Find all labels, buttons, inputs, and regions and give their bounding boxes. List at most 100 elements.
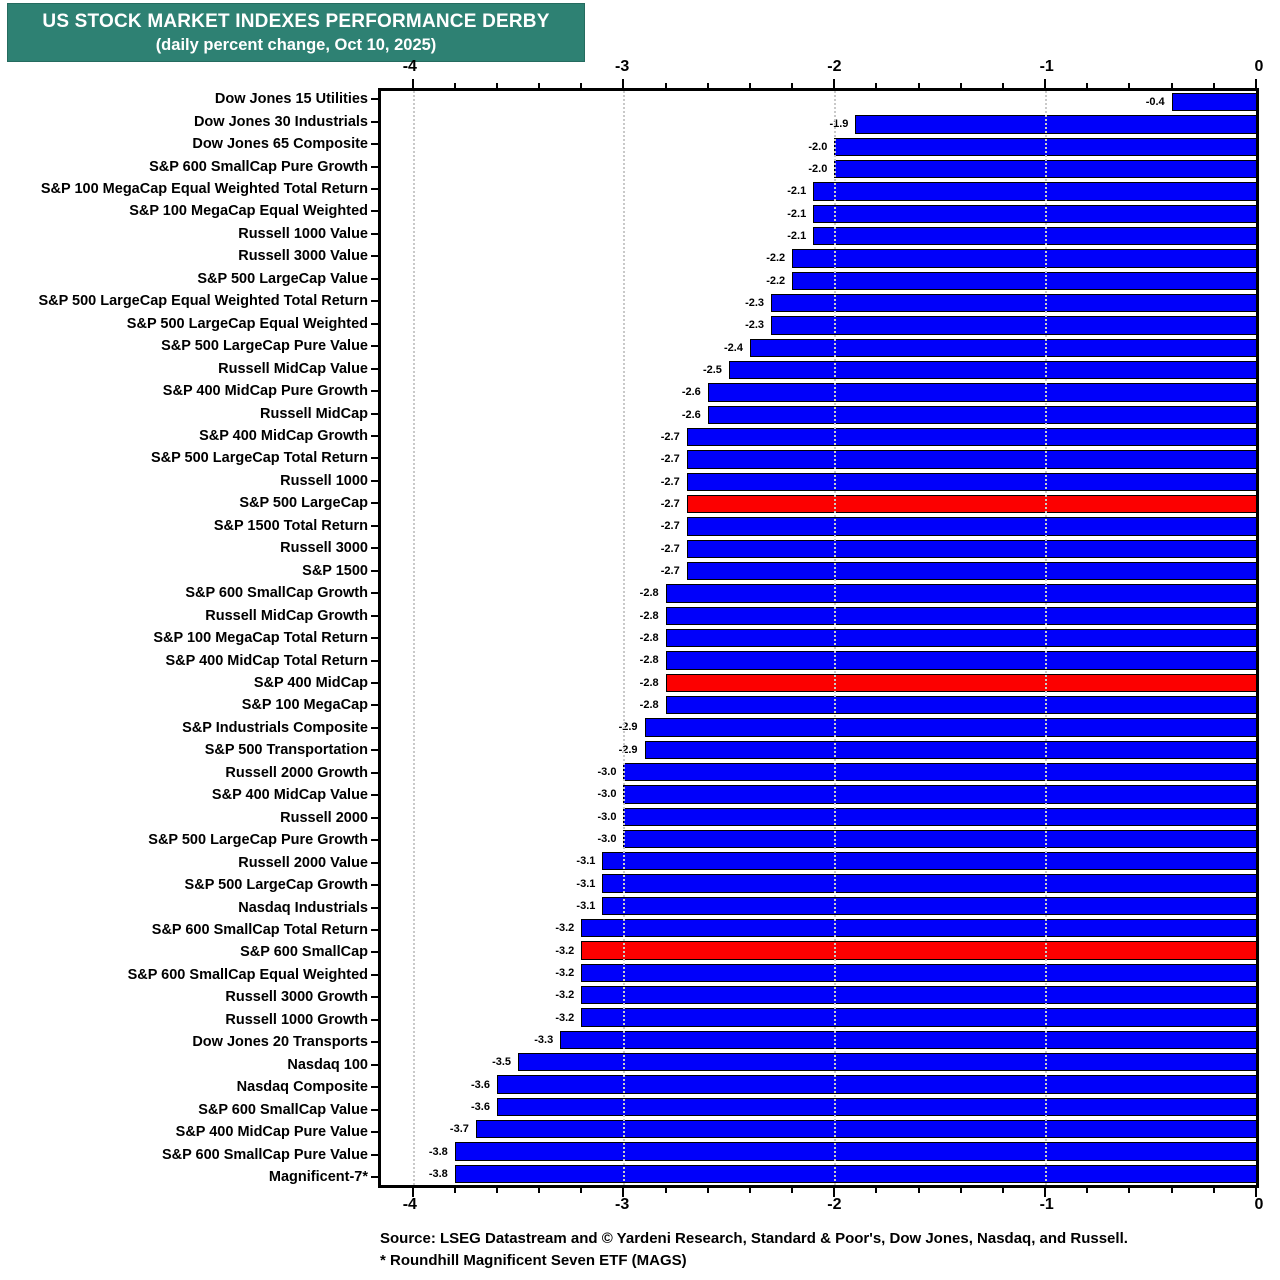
category-label: S&P 1500 xyxy=(302,562,368,579)
category-label-row: Dow Jones 20 Transports xyxy=(0,1031,378,1053)
y-axis-tick xyxy=(371,210,378,213)
y-axis-tick xyxy=(371,906,378,909)
category-label-row: S&P 400 MidCap xyxy=(0,672,378,694)
bar xyxy=(686,427,1256,447)
bar-value-label: -2.8 xyxy=(639,587,659,600)
y-axis-category-labels: Dow Jones 15 Utilities Dow Jones 30 Indus… xyxy=(0,88,378,1188)
category-label: Russell 2000 Growth xyxy=(225,764,368,781)
category-label-row: Dow Jones 30 Industrials xyxy=(0,110,378,132)
bar xyxy=(623,762,1256,782)
bar-value-label: -2.8 xyxy=(639,609,659,622)
y-axis-tick xyxy=(371,524,378,527)
bar-row: -2.8 xyxy=(381,582,1256,604)
y-axis-tick xyxy=(371,300,378,303)
category-label-row: S&P 600 SmallCap Total Return xyxy=(0,919,378,941)
category-label: Russell MidCap Growth xyxy=(205,607,368,624)
category-label-row: S&P 600 SmallCap Value xyxy=(0,1098,378,1120)
bar-row: -3.0 xyxy=(381,783,1256,805)
bar xyxy=(581,986,1256,1005)
category-label-row: Russell MidCap Value xyxy=(0,357,378,379)
category-label: S&P 400 MidCap Pure Value xyxy=(175,1124,368,1141)
category-label-row: Russell 1000 xyxy=(0,470,378,492)
bar-value-label: -3.8 xyxy=(428,1145,448,1158)
category-label-row: S&P 400 MidCap Pure Growth xyxy=(0,380,378,402)
category-label-row: S&P 400 MidCap Pure Value xyxy=(0,1121,378,1143)
y-axis-tick xyxy=(371,816,378,819)
minor-tick xyxy=(1170,83,1173,88)
category-label: S&P 600 SmallCap Pure Value xyxy=(161,1146,368,1163)
bar-value-label: -3.0 xyxy=(597,832,617,845)
bar-value-label: -2.1 xyxy=(787,230,807,243)
bar-row: -3.2 xyxy=(381,1006,1256,1028)
category-label: S&P 500 LargeCap Pure Value xyxy=(161,338,368,355)
bar-value-label: -3.7 xyxy=(449,1123,469,1136)
bar-value-label: -2.5 xyxy=(702,364,722,377)
bar-row: -2.1 xyxy=(381,225,1256,247)
major-tick xyxy=(622,1188,625,1197)
y-axis-tick xyxy=(371,1153,378,1156)
bar-value-label: -2.6 xyxy=(681,408,701,421)
category-label: S&P 600 SmallCap Total Return xyxy=(151,921,368,938)
bar-row: -2.1 xyxy=(381,203,1256,225)
bar-row: -2.7 xyxy=(381,560,1256,582)
y-axis-tick xyxy=(371,322,378,325)
bar-value-label: -1.9 xyxy=(829,118,849,131)
bar xyxy=(813,182,1256,201)
gridline xyxy=(623,91,626,1185)
y-axis-tick xyxy=(371,255,378,258)
y-axis-tick xyxy=(371,367,378,370)
y-axis-tick xyxy=(371,1063,378,1066)
bar xyxy=(602,852,1256,871)
category-label: Dow Jones 20 Transports xyxy=(192,1034,368,1051)
bar-value-label: -3.2 xyxy=(555,922,575,935)
bar-value-label: -3.8 xyxy=(428,1167,448,1180)
bar-value-label: -2.7 xyxy=(660,475,680,488)
category-label: Dow Jones 30 Industrials xyxy=(193,113,368,130)
x-axis-bottom-labels: -4 -3 -2 -1 0 xyxy=(378,1196,1264,1216)
minor-tick xyxy=(580,83,583,88)
minor-tick xyxy=(538,1188,541,1193)
bar xyxy=(518,1053,1256,1072)
y-axis-tick xyxy=(371,412,378,415)
y-axis-tick xyxy=(371,165,378,168)
bar xyxy=(602,874,1256,893)
y-axis-tick xyxy=(371,390,378,393)
category-label-row: Russell 1000 Value xyxy=(0,223,378,245)
category-label: Russell MidCap Value xyxy=(218,360,368,377)
category-label: S&P 500 LargeCap Value xyxy=(197,270,368,287)
category-label-row: Russell 2000 Growth xyxy=(0,762,378,784)
x-axis-tick-label: 0 xyxy=(1254,1196,1264,1213)
category-label: Russell 1000 Growth xyxy=(225,1011,368,1028)
bar-value-label: -2.1 xyxy=(787,207,807,220)
bar xyxy=(581,919,1256,938)
bar-row: -2.7 xyxy=(381,493,1256,515)
minor-tick xyxy=(664,1188,667,1193)
y-axis-tick xyxy=(371,973,378,976)
bar xyxy=(665,673,1256,692)
category-label: S&P 400 MidCap Value xyxy=(211,787,368,804)
bar xyxy=(623,785,1256,804)
category-label-row: S&P 600 SmallCap Pure Value xyxy=(0,1143,378,1165)
bar-value-label: -2.7 xyxy=(660,453,680,466)
chart-title-box: US STOCK MARKET INDEXES PERFORMANCE DERB… xyxy=(7,3,585,62)
major-tick xyxy=(411,1188,414,1197)
major-tick xyxy=(1255,1188,1257,1197)
category-label-row: Russell 3000 Growth xyxy=(0,986,378,1008)
x-axis-tick-label: 0 xyxy=(1254,58,1264,75)
bar-value-label: -2.7 xyxy=(660,520,680,533)
category-label: S&P 500 LargeCap Equal Weighted xyxy=(126,315,368,332)
y-axis-tick xyxy=(371,1175,378,1178)
minor-tick xyxy=(1001,83,1004,88)
category-label: Russell 1000 xyxy=(280,472,368,489)
category-label: Russell 3000 Value xyxy=(238,248,368,265)
category-label-row: S&P 500 LargeCap xyxy=(0,492,378,514)
y-axis-tick xyxy=(371,861,378,864)
bar xyxy=(749,338,1256,357)
x-axis-tick-label: -1 xyxy=(1039,58,1054,75)
minor-tick xyxy=(875,83,878,88)
bar xyxy=(686,494,1256,514)
bar-value-label: -0.4 xyxy=(1145,96,1165,109)
category-label: S&P 500 LargeCap Pure Growth xyxy=(148,832,368,849)
category-label-row: Nasdaq 100 xyxy=(0,1053,378,1075)
bar-value-label: -3.0 xyxy=(597,810,617,823)
